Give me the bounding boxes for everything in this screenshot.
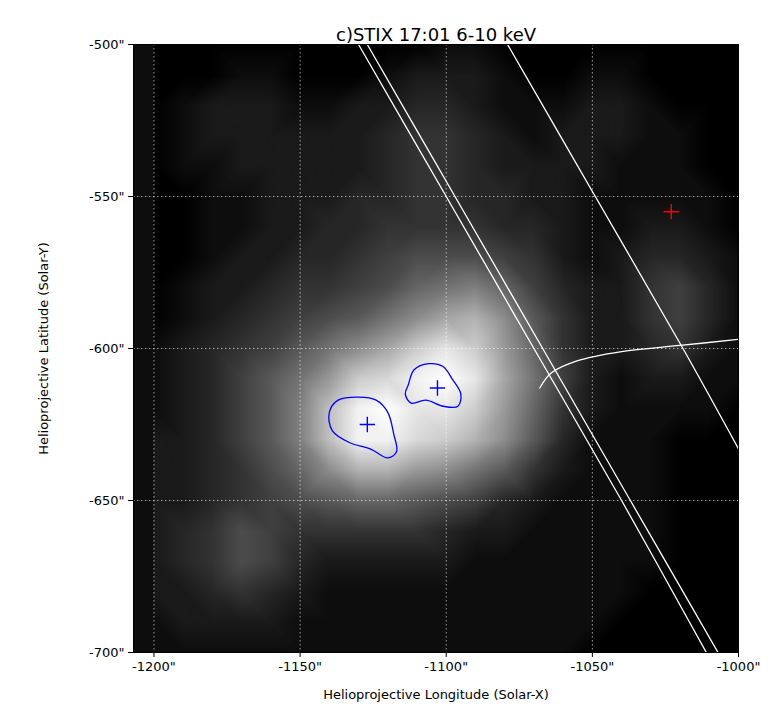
svg-text:-1050": -1050" <box>570 659 614 674</box>
svg-text:-600": -600" <box>89 341 124 356</box>
svg-text:-500": -500" <box>89 37 124 52</box>
svg-text:-1150": -1150" <box>278 659 322 674</box>
svg-text:-700": -700" <box>89 645 124 660</box>
svg-text:Helioprojective Longitude (Sol: Helioprojective Longitude (Solar-X) <box>323 687 549 702</box>
svg-text:c)STIX 17:01 6-10 keV: c)STIX 17:01 6-10 keV <box>336 24 537 45</box>
svg-text:-650": -650" <box>89 493 124 508</box>
svg-text:Helioprojective Latitude (Sola: Helioprojective Latitude (Solar-Y) <box>36 242 51 455</box>
svg-text:-550": -550" <box>89 189 124 204</box>
svg-text:-1000": -1000" <box>717 659 761 674</box>
svg-text:-1100": -1100" <box>424 659 468 674</box>
svg-text:-1200": -1200" <box>132 659 176 674</box>
